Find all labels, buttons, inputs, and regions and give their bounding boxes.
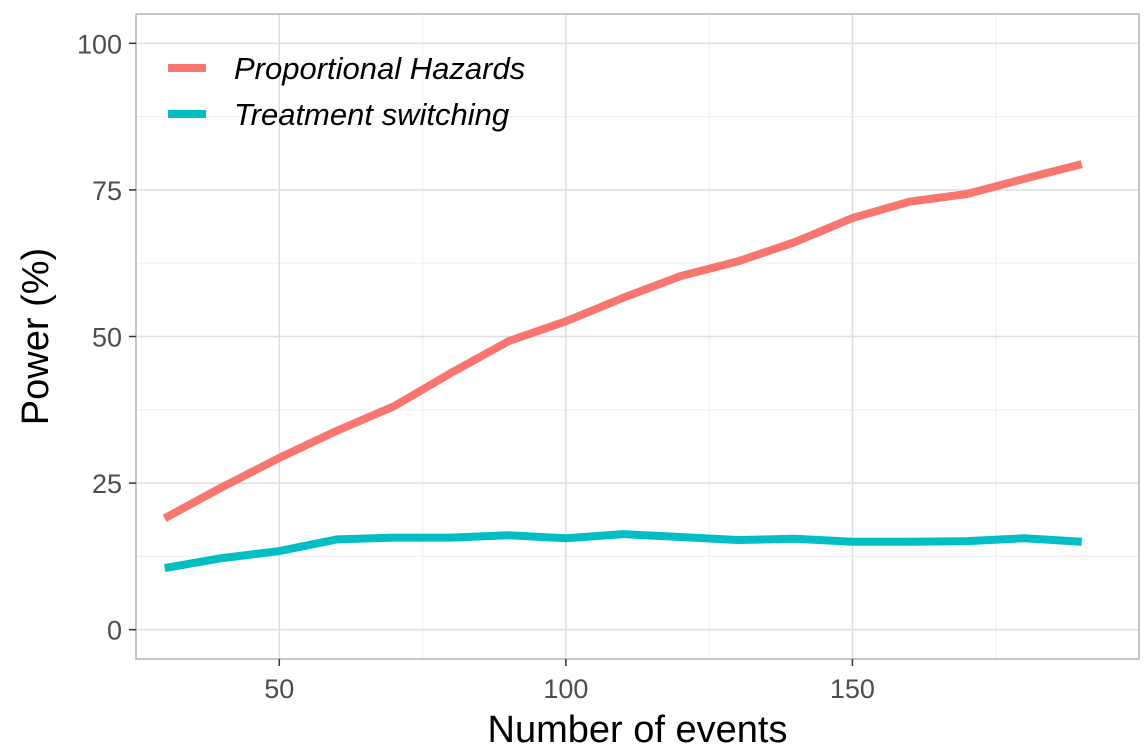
- y-tick-label-3: 75: [92, 176, 122, 206]
- y-tick-label-2: 50: [92, 323, 122, 353]
- y-axis-title: Power (%): [15, 248, 57, 425]
- y-tick-label-1: 25: [92, 469, 122, 499]
- x-tick-label-0: 50: [264, 674, 294, 704]
- x-tick-label-2: 150: [830, 674, 875, 704]
- major-gridlines: [136, 14, 1139, 659]
- series-lines: [162, 160, 1083, 573]
- x-tick-label-1: 100: [543, 674, 588, 704]
- y-tick-label-4: 100: [77, 29, 122, 59]
- legend-label-1: Treatment switching: [234, 97, 509, 132]
- x-axis-title: Number of events: [488, 709, 788, 747]
- series-line-0: [162, 160, 1083, 522]
- legend-label-0: Proportional Hazards: [234, 51, 525, 86]
- x-axis-ticks: 50 100 150: [264, 659, 875, 704]
- y-axis-ticks: 0 25 50 75 100: [77, 29, 136, 646]
- legend: Proportional Hazards Treatment switching: [168, 51, 525, 132]
- y-tick-label-0: 0: [107, 616, 122, 646]
- series-line-1: [164, 530, 1082, 573]
